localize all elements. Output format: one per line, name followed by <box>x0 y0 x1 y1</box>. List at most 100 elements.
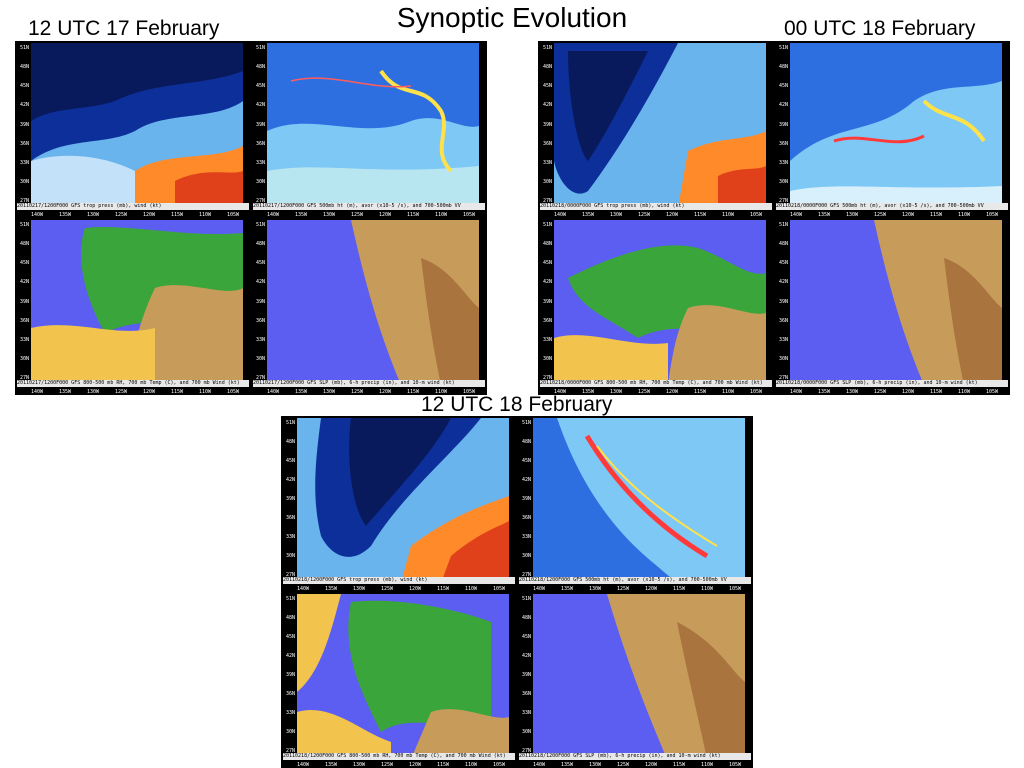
lon-tick-label: 110W <box>435 212 448 218</box>
lat-tick-label: 51N <box>255 222 265 228</box>
lat-tick-label: 45N <box>285 634 295 640</box>
lon-tick-label: 120W <box>379 212 392 218</box>
lon-tick-label: 130W <box>323 212 336 218</box>
lon-tick-label: 135W <box>59 212 72 218</box>
lat-tick-label: 33N <box>19 336 29 343</box>
lat-tick-label: 51N <box>542 45 552 51</box>
lat-tick-label: 36N <box>521 515 531 521</box>
panel-caption: 20110218/1200F000 GFS trop press (mb), w… <box>283 577 515 584</box>
lat-tick-label: 48N <box>521 439 531 445</box>
lat-tick-label: 42N <box>521 653 531 659</box>
lat-tick-label: 39N <box>19 298 29 305</box>
lon-tick-label: 120W <box>902 212 915 218</box>
lon-tick-label: 110W <box>199 212 212 218</box>
lon-tick-label: 125W <box>381 586 394 592</box>
lon-tick-label: 115W <box>407 389 420 395</box>
lat-tick-label: 42N <box>778 102 788 109</box>
lat-tick-label: 30N <box>255 178 265 185</box>
lat-tick-label: 33N <box>778 336 788 343</box>
lat-tick-label: 33N <box>521 710 531 716</box>
lon-tick-label: 135W <box>561 762 574 768</box>
lon-tick-label: 125W <box>617 762 630 768</box>
lon-tick-label: 140W <box>790 212 803 218</box>
lat-tick-label: 45N <box>19 260 29 267</box>
lat-tick-label: 39N <box>19 121 29 128</box>
lon-tick-label: 140W <box>554 389 567 395</box>
lon-tick-label: 120W <box>666 389 679 395</box>
lon-tick-label: 140W <box>31 212 44 218</box>
trop-pressure-panel: 20110217/1200F000 GFS trop press (mb), w… <box>15 41 251 218</box>
lon-tick-label: 140W <box>267 212 280 218</box>
lon-tick-label: 130W <box>589 762 602 768</box>
lat-tick-label: 48N <box>19 64 29 71</box>
lon-tick-label: 140W <box>267 389 280 395</box>
relative-humidity-panel: 20110218/1200F000 GFS 800-500 mb RH, 700… <box>281 592 517 768</box>
lat-tick-label: 45N <box>521 458 531 464</box>
lon-tick-label: 125W <box>874 389 887 395</box>
lat-tick-label: 33N <box>285 534 295 540</box>
lon-tick-label: 135W <box>325 586 338 592</box>
lon-tick-label: 135W <box>561 586 574 592</box>
panel-caption: 20110217/1200F000 GFS trop press (mb), w… <box>17 203 249 210</box>
lon-tick-label: 115W <box>407 212 420 218</box>
lon-tick-label: 130W <box>87 212 100 218</box>
lon-tick-label: 105W <box>227 389 240 395</box>
lon-tick-label: 125W <box>115 212 128 218</box>
lon-tick-label: 110W <box>465 586 478 592</box>
lat-tick-label: 48N <box>542 241 552 248</box>
lon-tick-label: 140W <box>533 586 546 592</box>
panel-caption: 20110217/1200F000 GFS 800-500 mb RH, 700… <box>17 380 249 387</box>
lat-tick-label: 45N <box>542 260 552 267</box>
lat-tick-label: 51N <box>521 596 531 602</box>
lon-tick-label: 125W <box>638 389 651 395</box>
panel-group-1: 20110217/1200F000 GFS trop press (mb), w… <box>15 41 487 395</box>
relative-humidity-panel: 20110218/0000F000 GFS 800-500 mb RH, 700… <box>538 218 774 395</box>
lon-tick-label: 105W <box>729 762 742 768</box>
lat-tick-label: 45N <box>255 260 265 267</box>
lon-tick-label: 110W <box>701 586 714 592</box>
panel-caption: 20110217/1200F000 GFS 500mb ht (m), avor… <box>253 203 485 210</box>
lat-tick-label: 48N <box>285 615 295 621</box>
lon-tick-label: 130W <box>846 212 859 218</box>
lat-tick-label: 42N <box>285 477 295 483</box>
lat-tick-label: 30N <box>285 729 295 735</box>
lat-tick-label: 33N <box>19 159 29 166</box>
lon-tick-label: 115W <box>437 762 450 768</box>
lat-tick-label: 33N <box>285 710 295 716</box>
lon-tick-label: 115W <box>694 212 707 218</box>
lat-tick-label: 30N <box>778 355 788 362</box>
lat-tick-label: 27N <box>521 572 531 578</box>
lat-tick-label: 36N <box>542 140 552 147</box>
lat-tick-label: 51N <box>285 420 295 426</box>
lat-tick-label: 27N <box>285 748 295 754</box>
lat-tick-label: 36N <box>255 140 265 147</box>
lat-tick-label: 42N <box>285 653 295 659</box>
lat-tick-label: 42N <box>19 279 29 286</box>
lat-tick-label: 45N <box>542 83 552 90</box>
lon-tick-label: 105W <box>227 212 240 218</box>
lat-tick-label: 30N <box>521 729 531 735</box>
time-label-1: 12 UTC 17 February <box>28 17 220 40</box>
lat-tick-label: 27N <box>19 375 29 381</box>
lat-tick-label: 36N <box>521 691 531 697</box>
lat-tick-label: 39N <box>542 298 552 305</box>
lon-tick-label: 120W <box>143 212 156 218</box>
lat-tick-label: 33N <box>778 159 788 166</box>
lon-tick-label: 110W <box>465 762 478 768</box>
lon-tick-label: 120W <box>409 762 422 768</box>
lat-tick-label: 39N <box>778 298 788 305</box>
lat-tick-label: 27N <box>778 198 788 204</box>
panel-caption: 20110218/0000F000 GFS SLP (mb), 6-h prec… <box>776 380 1008 387</box>
lon-tick-label: 115W <box>673 586 686 592</box>
lat-tick-label: 48N <box>778 64 788 71</box>
lon-tick-label: 125W <box>638 212 651 218</box>
lon-tick-label: 125W <box>874 212 887 218</box>
lon-tick-label: 120W <box>902 389 915 395</box>
lat-tick-label: 48N <box>19 241 29 248</box>
lon-tick-label: 135W <box>295 389 308 395</box>
panel-caption: 20110218/1200F000 GFS 800-500 mb RH, 700… <box>283 753 515 760</box>
lat-tick-label: 36N <box>285 515 295 521</box>
lon-tick-label: 135W <box>818 212 831 218</box>
lat-tick-label: 27N <box>255 198 265 204</box>
panel-caption: 20110218/1200F000 GFS 500mb ht (m), avor… <box>519 577 751 584</box>
